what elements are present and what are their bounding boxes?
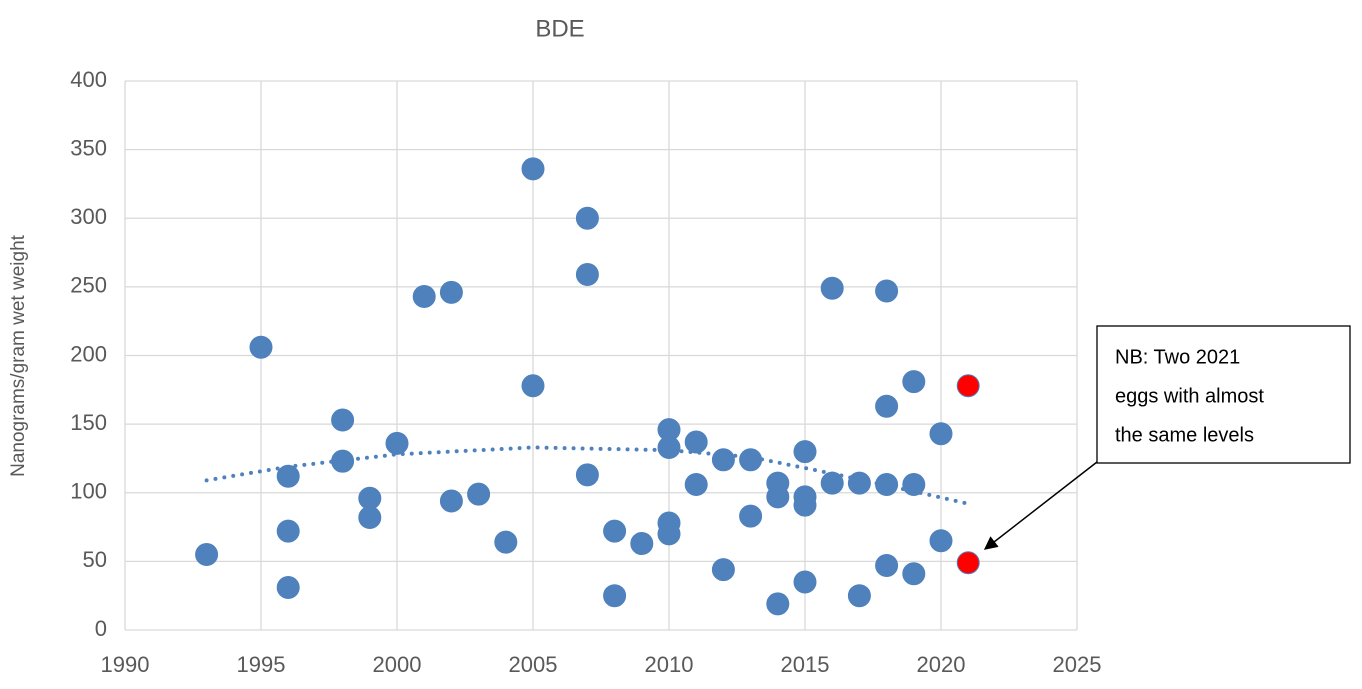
data-point <box>358 505 382 529</box>
annotation-text: the same levels <box>1115 424 1254 446</box>
y-tick-label: 300 <box>70 204 107 229</box>
y-tick-label: 400 <box>70 67 107 92</box>
data-point <box>657 522 681 546</box>
data-point <box>711 448 735 472</box>
data-point <box>875 394 899 418</box>
annotation-arrow <box>983 461 1098 550</box>
data-point <box>902 562 926 586</box>
y-tick-label: 250 <box>70 273 107 298</box>
data-point <box>847 471 871 495</box>
x-tick-label: 2000 <box>373 652 422 677</box>
y-tick-label: 350 <box>70 135 107 160</box>
data-point <box>875 553 899 577</box>
data-point <box>902 370 926 394</box>
annotation-text: eggs with almost <box>1115 385 1264 407</box>
data-point <box>929 422 953 446</box>
data-point <box>793 570 817 594</box>
chart-title: BDE <box>535 15 584 42</box>
data-point <box>276 464 300 488</box>
annotation-text: NB: Two 2021 <box>1115 346 1240 368</box>
data-point <box>711 558 735 582</box>
data-point <box>521 157 545 181</box>
x-tick-label: 2020 <box>917 652 966 677</box>
data-point <box>195 543 219 567</box>
data-point <box>276 519 300 543</box>
x-tick-label: 1995 <box>237 652 286 677</box>
x-tick-label: 1990 <box>101 652 150 677</box>
data-point <box>575 463 599 487</box>
data-point <box>575 263 599 287</box>
data-point <box>630 532 654 556</box>
data-point <box>276 575 300 599</box>
x-tick-label: 2015 <box>781 652 830 677</box>
data-point <box>793 440 817 464</box>
plot-area <box>195 157 980 616</box>
grid: 0 50 100 150 200 250 300 350 400 1990 1995 2000 2005… <box>70 67 1101 677</box>
data-point <box>358 486 382 510</box>
x-tick-label: 2005 <box>509 652 558 677</box>
y-tick-label: 200 <box>70 341 107 366</box>
data-point <box>467 482 491 506</box>
data-point <box>847 584 871 608</box>
data-point <box>412 284 436 308</box>
data-point <box>793 493 817 517</box>
data-point <box>875 473 899 497</box>
data-point <box>494 530 518 554</box>
data-point <box>820 276 844 300</box>
data-point <box>603 519 627 543</box>
data-point <box>331 449 355 473</box>
data-point <box>603 584 627 608</box>
data-point <box>820 471 844 495</box>
data-point <box>956 374 980 398</box>
data-point <box>439 280 463 304</box>
data-point <box>385 431 409 455</box>
data-point <box>739 504 763 528</box>
x-tick-label: 2010 <box>645 652 694 677</box>
data-point <box>956 551 980 575</box>
annotation-box <box>1096 325 1351 464</box>
y-tick-label: 150 <box>70 410 107 435</box>
data-point <box>331 408 355 432</box>
data-point <box>929 529 953 553</box>
data-point <box>439 489 463 513</box>
y-tick-label: 50 <box>83 547 107 572</box>
data-point <box>521 374 545 398</box>
data-point <box>766 592 790 616</box>
data-point <box>249 335 273 359</box>
data-point <box>657 435 681 459</box>
y-tick-label: 0 <box>95 616 107 641</box>
data-point <box>684 473 708 497</box>
data-point <box>684 430 708 454</box>
data-point <box>902 473 926 497</box>
data-point <box>766 485 790 509</box>
data-point <box>739 448 763 472</box>
data-point <box>575 206 599 230</box>
data-point <box>875 279 899 303</box>
x-tick-label: 2025 <box>1053 652 1102 677</box>
y-axis-label: Nanograms/gram wet weight <box>8 234 29 477</box>
y-tick-label: 100 <box>70 479 107 504</box>
